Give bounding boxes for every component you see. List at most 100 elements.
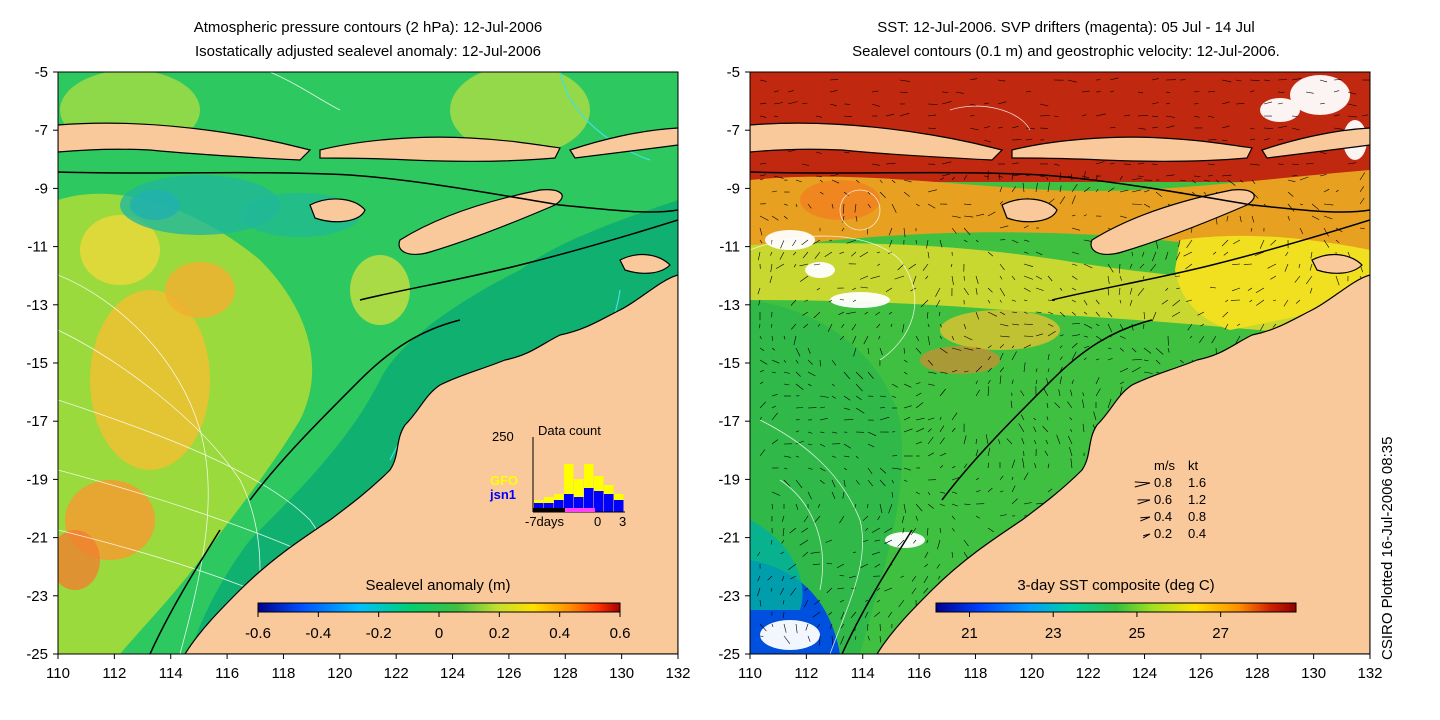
inset-series-gfo: GFO [490, 473, 518, 488]
inset-bar-jsn1 [564, 494, 574, 512]
legend-arrow [1137, 499, 1151, 505]
left-lon-tick-label: 122 [384, 665, 409, 682]
inset-bar-jsn1 [584, 488, 594, 512]
legend-kt-value: 1.6 [1188, 475, 1206, 490]
right-colorbar-title: 3-day SST composite (deg C) [1017, 577, 1214, 594]
left-lat-tick-label: -21 [26, 530, 48, 547]
left-map-panel: Atmospheric pressure contours (2 hPa): 1… [26, 19, 690, 682]
right-lat-tick-label: -11 [719, 239, 740, 256]
left-lon-tick-label: 118 [271, 665, 295, 682]
inset-bar-gfo [554, 494, 564, 500]
left-map-field [58, 72, 678, 654]
right-lat-tick-label: -17 [718, 413, 740, 430]
left-lat-tick-label: -5 [35, 64, 48, 81]
inset-bar-jsn1 [544, 503, 554, 512]
left-colorbar-title: Sealevel anomaly (m) [365, 577, 510, 594]
right-lon-ticks: 110 112 114 116 118 120 122 124 126 128 130 132 [738, 654, 1383, 682]
right-lat-tick-label: -25 [718, 646, 740, 663]
right-lon-tick-label: 112 [794, 665, 818, 682]
right-lon-tick-label: 128 [1245, 665, 1270, 682]
inset-xlabel-end: 3 [619, 514, 626, 529]
inset-series-jsn1: jsn1 [489, 487, 516, 502]
left-title-line2: Isostatically adjusted sealevel anomaly:… [195, 43, 541, 60]
right-cb-tick-label: 25 [1129, 625, 1146, 642]
inset-bar-jsn1 [594, 491, 604, 512]
legend-arrow [1134, 481, 1151, 488]
legend-kt-value: 0.8 [1188, 509, 1206, 524]
left-lat-tick-label: -11 [27, 239, 48, 256]
right-lon-tick-label: 124 [1132, 665, 1157, 682]
left-lat-tick-label: -7 [35, 122, 48, 139]
legend-arrow [1140, 516, 1151, 522]
legend-arrow [1142, 533, 1151, 539]
right-colorbar-ticks: 21 23 25 27 [961, 612, 1229, 642]
right-lat-tick-label: -21 [718, 530, 740, 547]
left-lat-tick-label: -13 [26, 297, 48, 314]
inset-bar-gfo [594, 476, 604, 491]
left-lon-tick-label: 132 [665, 665, 690, 682]
left-title-line1: Atmospheric pressure contours (2 hPa): 1… [194, 19, 543, 36]
right-lat-tick-label: -7 [727, 122, 740, 139]
right-colorbar [935, 602, 1297, 613]
left-cb-tick-label: -0.2 [366, 625, 392, 642]
right-lon-tick-label: 122 [1076, 665, 1101, 682]
left-cb-tick-label: 0.6 [610, 625, 631, 642]
inset-bar-gfo [604, 485, 614, 494]
inset-bar-gfo [564, 464, 574, 494]
left-lon-tick-label: 128 [553, 665, 578, 682]
left-cb-tick-label: 0 [435, 625, 443, 642]
left-lon-tick-label: 110 [46, 665, 70, 682]
left-lat-tick-label: -15 [26, 355, 48, 372]
left-colorbar-ticks: -0.6 -0.4 -0.2 0 0.2 0.4 0.6 [245, 612, 630, 642]
legend-rows: 0.8 1.6 0.6 1.2 0.4 0.8 0.2 0.4 [1134, 475, 1206, 541]
legend-ms-value: 0.4 [1154, 509, 1172, 524]
credit-label: CSIRO Plotted 16-Jul-2006 08:35 [1379, 437, 1396, 660]
data-count-inset: Data count 250 GFO jsn1 -7days 0 3 [489, 423, 626, 529]
right-lon-tick-label: 116 [907, 665, 931, 682]
right-lon-tick-label: 120 [1019, 665, 1044, 682]
legend-ms-value: 0.8 [1154, 475, 1172, 490]
inset-bar-gfo [544, 497, 554, 503]
left-cb-tick-label: -0.6 [245, 625, 271, 642]
right-cb-tick-label: 27 [1212, 625, 1229, 642]
right-lon-tick-label: 132 [1357, 665, 1382, 682]
legend-ms-value: 0.6 [1154, 492, 1172, 507]
left-cb-tick-label: 0.2 [489, 625, 510, 642]
right-title-line1: SST: 12-Jul-2006. SVP drifters (magenta)… [877, 19, 1254, 36]
inset-bar-jsn1 [574, 497, 584, 512]
left-cb-tick-label: 0.4 [549, 625, 570, 642]
legend-header-kt: kt [1188, 458, 1199, 473]
inset-bar-gfo [574, 479, 584, 497]
right-cb-tick-label: 21 [961, 625, 978, 642]
right-map-field [750, 72, 1370, 654]
inset-xlabel-zero: 0 [594, 514, 601, 529]
left-lat-tick-label: -19 [26, 471, 48, 488]
left-lat-tick-label: -9 [35, 180, 48, 197]
right-lat-tick-label: -9 [727, 180, 740, 197]
velocity-legend: m/s kt 0.8 1.6 0.6 1.2 0.4 0.8 0.2 0.4 [1134, 458, 1206, 541]
legend-kt-value: 1.2 [1188, 492, 1206, 507]
left-lat-tick-label: -17 [26, 413, 48, 430]
right-lon-tick-label: 110 [738, 665, 762, 682]
right-title-line2: Sealevel contours (0.1 m) and geostrophi… [852, 43, 1280, 60]
right-lat-tick-label: -5 [727, 64, 740, 81]
right-lon-tick-label: 130 [1301, 665, 1326, 682]
left-land [58, 122, 678, 654]
left-lon-tick-label: 112 [102, 665, 126, 682]
right-lat-ticks: -5 -7 -9 -11 -13 -15 -17 -19 -21 -23 -25 [718, 64, 750, 663]
inset-bar-gfo [534, 500, 544, 503]
inset-bar-jsn1 [604, 494, 614, 512]
legend-header-ms: m/s [1154, 458, 1175, 473]
inset-title: Data count [538, 423, 601, 438]
inset-xlabel-start: -7days [525, 514, 565, 529]
left-lon-tick-label: 124 [440, 665, 465, 682]
inset-bar-jsn1 [614, 500, 624, 512]
left-lat-tick-label: -23 [26, 588, 48, 605]
right-lat-tick-label: -19 [718, 471, 740, 488]
inset-bar-jsn1 [554, 500, 564, 512]
right-lon-tick-label: 126 [1188, 665, 1213, 682]
left-lon-tick-label: 114 [159, 665, 183, 682]
legend-ms-value: 0.2 [1154, 526, 1172, 541]
legend-kt-value: 0.4 [1188, 526, 1206, 541]
